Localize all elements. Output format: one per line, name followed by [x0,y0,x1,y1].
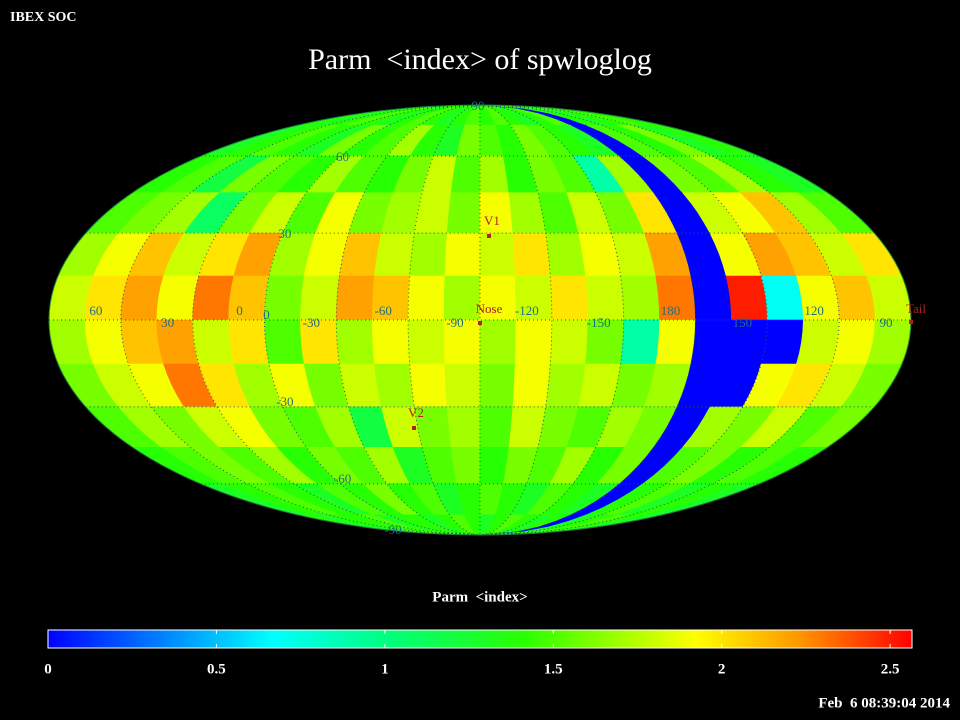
meridian [192,104,481,536]
lat-label: 60 [336,149,349,164]
colorbar [47,629,913,649]
map-cell [374,232,415,277]
map-cell [300,275,340,321]
lon-label: -120 [515,303,539,318]
map-cell [192,319,235,365]
timestamp: Feb 6 08:39:04 2014 [818,695,950,711]
lat-label: -90 [384,522,401,537]
map-cell [371,319,411,365]
map-cell [407,319,446,365]
meridian [335,104,481,536]
map-cell [374,363,415,408]
lat-label: -60 [334,471,351,486]
lon-label: -30 [303,315,320,330]
colorbar-label: Parm <index> [432,589,527,605]
map-cell [446,192,481,234]
lon-label: 0 [236,303,243,318]
colorbar-tick-label: 1 [381,661,389,677]
map-cell [450,446,481,485]
colorbar-tick-label: 0.5 [207,661,226,677]
map-cell [620,319,660,365]
map-cell [228,319,270,365]
lon-label: 150 [733,315,753,330]
map-cell [409,363,448,408]
map-cell [549,319,589,365]
map-cell [545,363,586,408]
marker-dot [909,320,913,324]
map-cell [585,275,625,321]
map-cell [335,275,375,321]
marker-label: V2 [408,405,424,420]
map-cell [760,319,804,365]
colorbar-tick-label: 0 [44,661,52,677]
meridian [263,104,481,536]
marker-label: Nose [476,301,503,316]
map-cell [545,232,586,277]
meridian [479,104,697,536]
marker-dot [478,321,482,325]
map-cell [264,319,305,365]
map-cell [479,232,516,277]
lon-label: 120 [804,303,824,318]
map-cell [479,406,514,448]
map-cell [156,275,200,321]
lat-label: 30 [278,226,291,241]
colorbar-tick-label: 2.5 [881,661,900,677]
map-cell [690,275,732,321]
meridian [479,104,625,536]
map-cell [444,363,481,408]
lat-label: 0 [263,307,270,322]
map-cell [690,319,732,365]
colorbar-ticks: 0 0.5 1 1.5 2 2.5 [44,630,899,677]
lat-label: -30 [276,394,293,409]
map-cell [512,232,551,277]
org-label: IBEX SOC [10,10,77,25]
map-cell [514,319,553,365]
meridian [479,104,768,536]
graticule [49,104,912,536]
map-cell [549,275,589,321]
map-cell [192,275,235,321]
meridian [479,104,553,536]
lat-label: 90 [472,98,485,113]
map-labels: 60 30 0 -30 -60 -90 -120 -150 180 150 120 90 90 60 30 0… [89,98,926,537]
marker-dot [487,234,491,238]
map-cell [407,275,446,321]
colorbar-tick-label: 1.5 [544,661,563,677]
marker-label: Tail [906,301,926,316]
map-cell [796,319,840,365]
chart-title: Parm <index> of spwloglog [308,43,652,76]
lon-label: 90 [880,315,893,330]
sky-map [49,105,911,535]
map-cell [450,155,481,193]
colorbar-tick-label: 2 [718,661,726,677]
map-cell [655,319,696,365]
map-cell [479,319,517,365]
map-cell [725,275,768,321]
map-cell [512,363,551,408]
map-cell [335,319,375,365]
marker-dot [412,426,416,430]
lon-label: -60 [374,303,391,318]
lon-label: 60 [89,303,102,318]
meridian [120,104,481,536]
map-cell [620,275,660,321]
marker-label: V1 [484,213,500,228]
map-cell [443,275,481,321]
map-cell [409,232,448,277]
map-cell [446,406,481,448]
map-cell [264,275,305,321]
map-cell [479,363,516,408]
lon-label: -150 [587,315,611,330]
lon-label: 180 [661,303,681,318]
map-cell [444,232,481,277]
lon-label: -90 [446,315,463,330]
map-cell [760,275,804,321]
lon-label: 30 [161,315,174,330]
meridian [479,104,840,536]
